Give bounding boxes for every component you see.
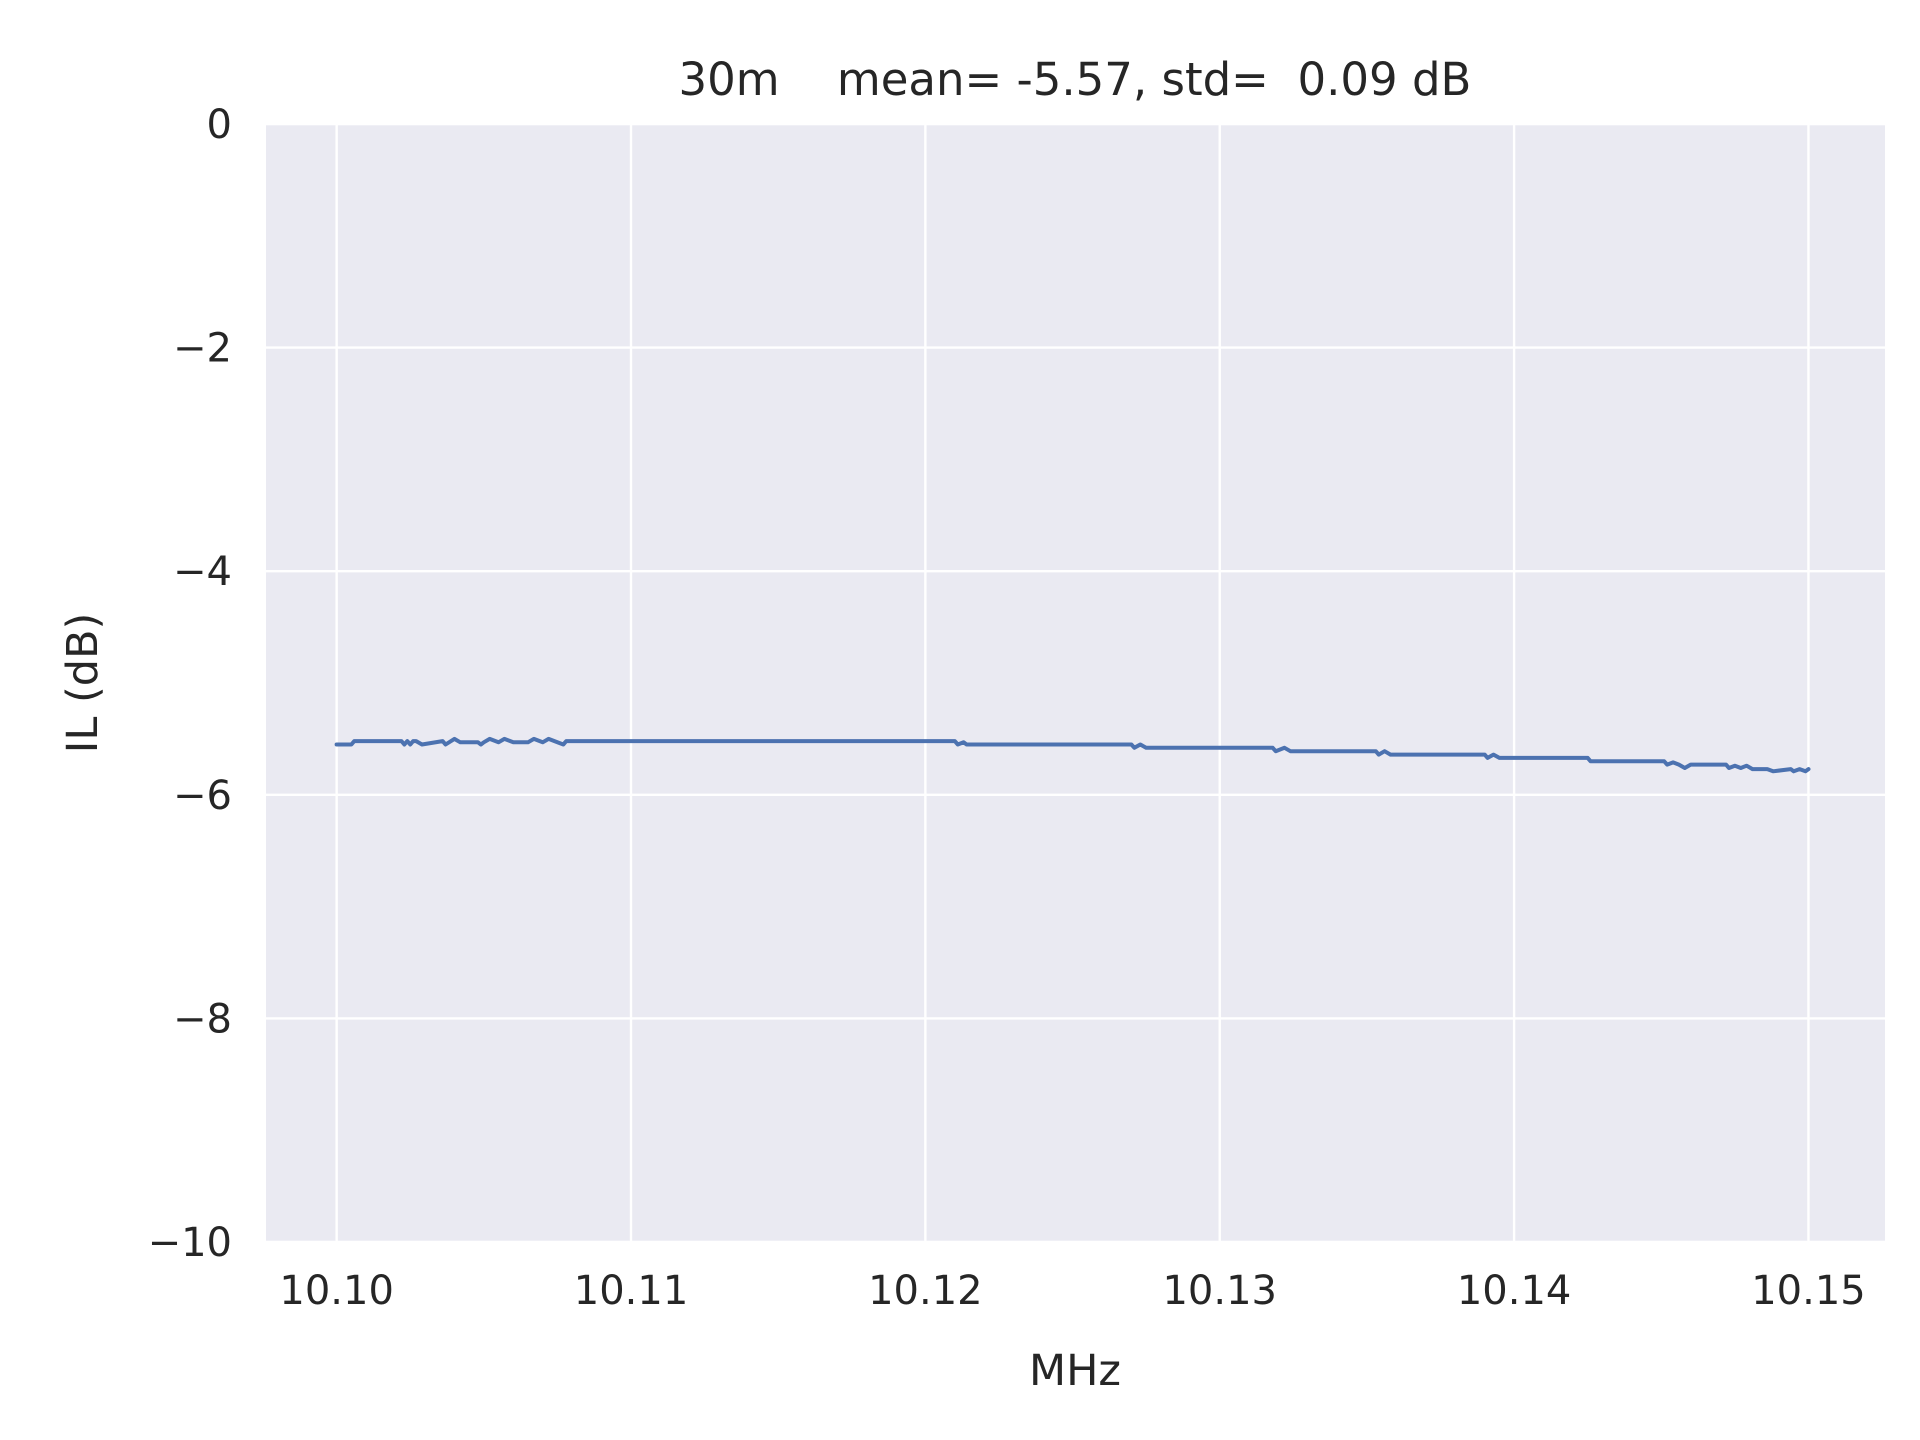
y-tick-label: 0 <box>207 102 232 148</box>
y-tick-label: −2 <box>173 326 232 372</box>
y-gridlines <box>266 122 1885 1244</box>
y-tick-label: −4 <box>173 549 232 595</box>
y-tick-label: −8 <box>173 996 232 1042</box>
y-tick-label: −6 <box>173 773 232 819</box>
y-axis-label: IL (dB) <box>58 613 108 754</box>
x-tick-label: 10.11 <box>574 1268 689 1314</box>
y-tick-label: −10 <box>148 1220 232 1266</box>
plot-background <box>266 124 1885 1242</box>
x-tick-label: 10.13 <box>1162 1268 1277 1314</box>
x-tick-labels: 10.10 10.11 10.12 10.13 10.14 10.15 <box>279 1268 1865 1314</box>
x-tick-label: 10.15 <box>1751 1268 1866 1314</box>
x-tick-label: 10.12 <box>868 1268 983 1314</box>
x-gridlines <box>335 124 1810 1242</box>
chart-title: 30m mean= -5.57, std= 0.09 dB <box>679 53 1472 106</box>
x-tick-label: 10.14 <box>1457 1268 1572 1314</box>
y-tick-labels: 0 −2 −4 −6 −8 −10 <box>148 102 232 1266</box>
series-line-il <box>334 736 1811 774</box>
x-axis-label: MHz <box>1029 1346 1121 1396</box>
x-tick-label: 10.10 <box>279 1268 394 1314</box>
series-layer <box>334 736 1811 774</box>
